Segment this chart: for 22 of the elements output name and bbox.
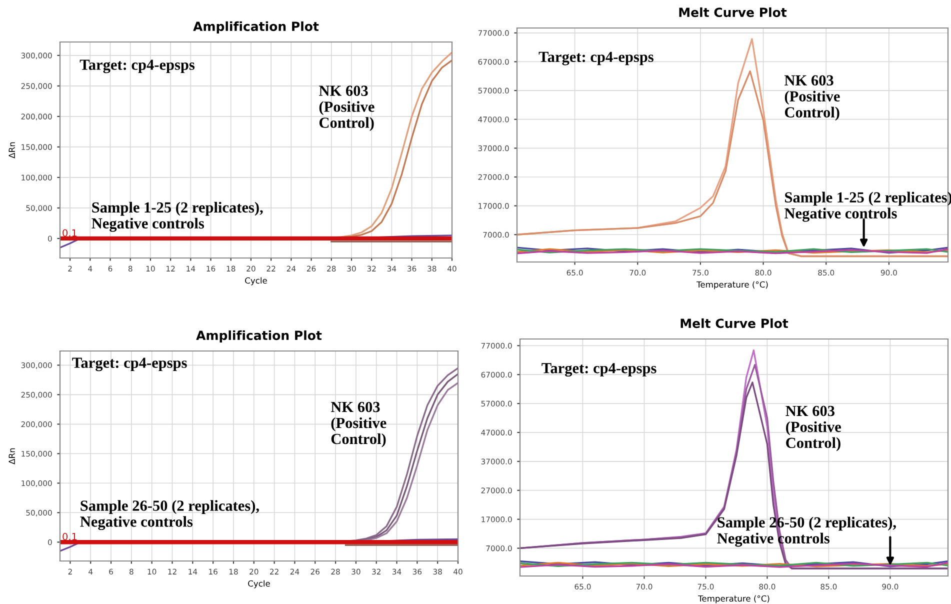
annotation: Target: cp4-epsps	[80, 60, 195, 74]
chart-title: Amplification Plot	[193, 21, 319, 34]
y-axis-title: ΔRn	[8, 448, 15, 464]
annotation: Target: cp4-epsps	[72, 358, 187, 372]
annotation: Target: cp4-epsps	[542, 363, 656, 377]
annotation: NK 603 (Positive Control)	[784, 75, 840, 121]
annotation: NK 603 (Positive Control)	[786, 406, 841, 452]
chart-title: Amplification Plot	[196, 330, 322, 342]
annotation: Sample 1-25 (2 replicates), Negative controls	[92, 202, 263, 232]
ref-line-label: 0.1	[62, 229, 77, 237]
annotation: Target: cp4-epsps	[538, 52, 654, 66]
annotation: Sample 26-50 (2 replicates), Negative controls	[80, 500, 259, 530]
annotation: NK 603 (Positive Control)	[319, 86, 374, 132]
x-axis-title: Temperature (°C)	[698, 595, 770, 604]
chart-title: Melt Curve Plot	[680, 318, 788, 328]
y-axis-title: ΔRn	[8, 142, 15, 158]
chart-title: Melt Curve Plot	[679, 7, 787, 18]
ref-line-label: 0.1	[62, 532, 77, 540]
x-axis-title: Cycle	[248, 580, 270, 588]
x-axis-title: Temperature (°C)	[696, 281, 768, 290]
annotation: NK 603 (Positive Control)	[330, 402, 386, 448]
x-axis-title: Cycle	[245, 277, 267, 286]
